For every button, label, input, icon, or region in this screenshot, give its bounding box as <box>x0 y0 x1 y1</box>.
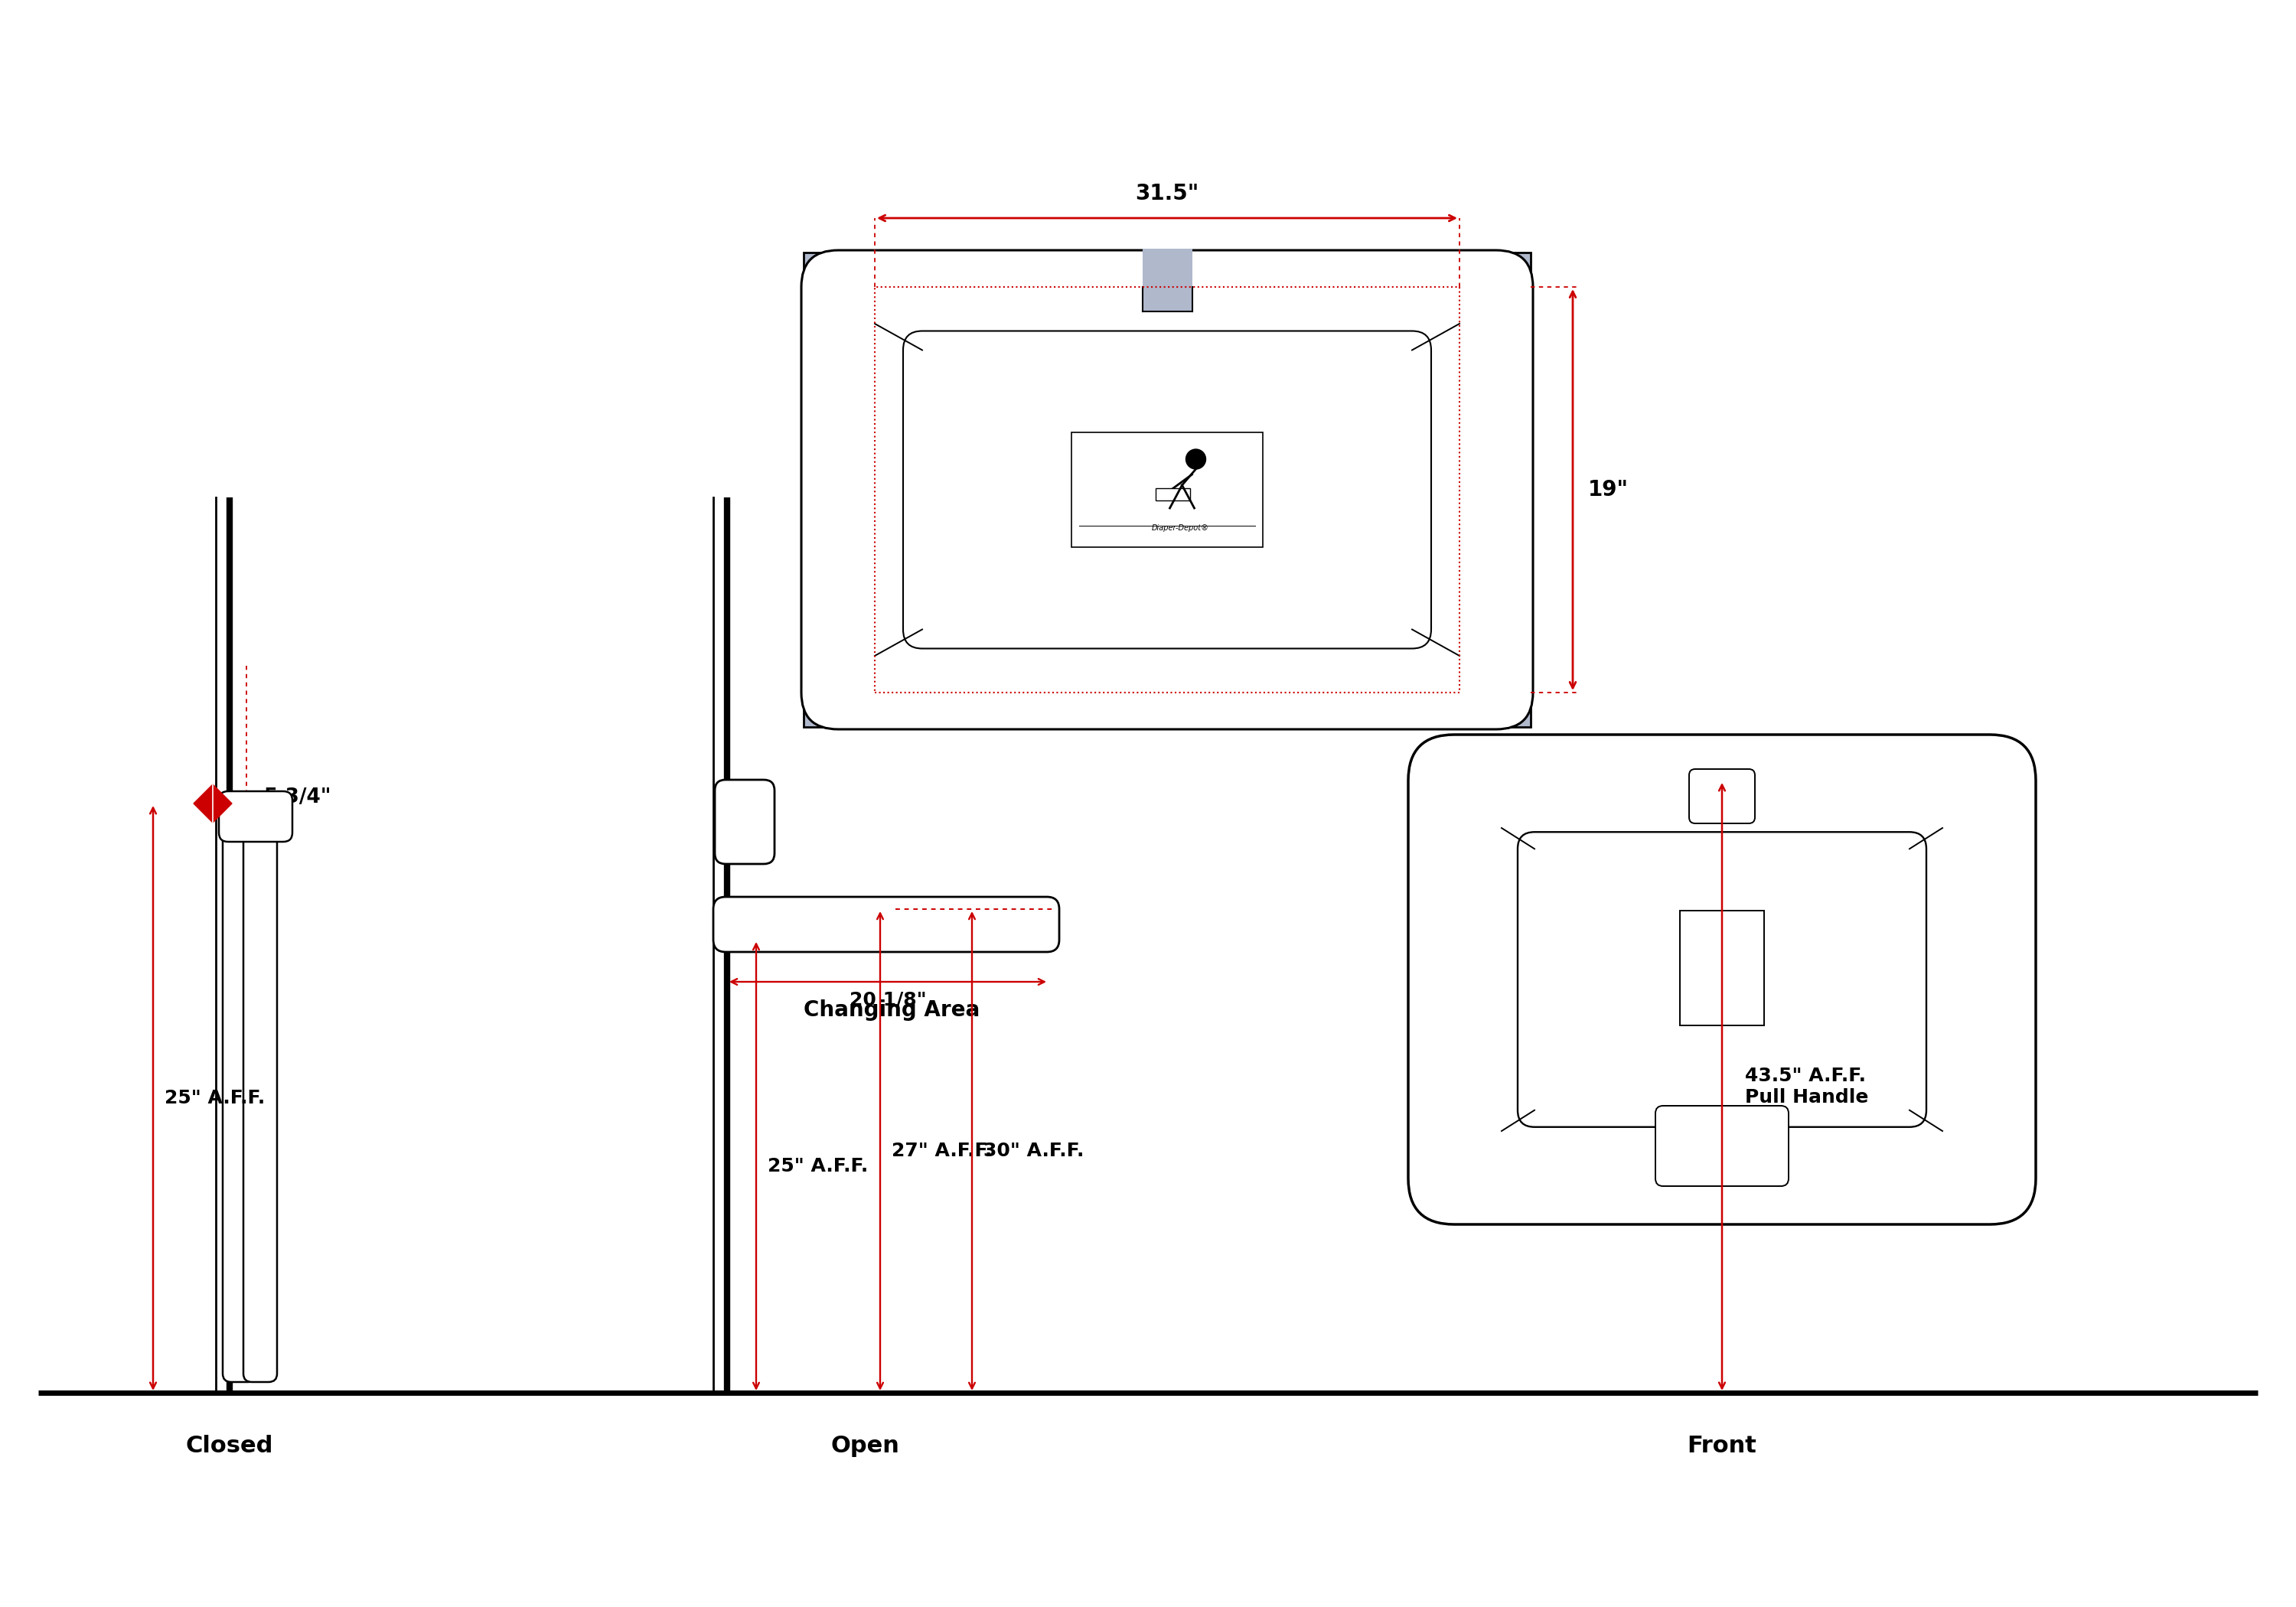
Bar <box>1072 432 1263 546</box>
Bar <box>875 288 1460 693</box>
Bar <box>1155 489 1189 500</box>
FancyBboxPatch shape <box>714 779 774 865</box>
FancyBboxPatch shape <box>1655 1106 1789 1186</box>
FancyBboxPatch shape <box>801 251 1534 730</box>
FancyBboxPatch shape <box>1690 770 1754 823</box>
FancyBboxPatch shape <box>218 791 292 842</box>
Bar <box>1681 911 1763 1025</box>
FancyBboxPatch shape <box>1407 734 2037 1225</box>
Polygon shape <box>193 784 232 823</box>
Circle shape <box>1185 450 1205 469</box>
Text: 31.5": 31.5" <box>1134 183 1199 204</box>
Text: 5 3/4": 5 3/4" <box>264 787 331 807</box>
Bar <box>1143 249 1192 312</box>
Text: Changing Area: Changing Area <box>804 1000 980 1020</box>
Text: 25" A.F.F.: 25" A.F.F. <box>165 1090 264 1107</box>
Text: Front: Front <box>1688 1435 1756 1458</box>
Text: 27" A.F.F.: 27" A.F.F. <box>891 1141 992 1160</box>
FancyBboxPatch shape <box>714 897 1058 951</box>
Text: Closed: Closed <box>186 1435 273 1458</box>
Text: 30" A.F.F.: 30" A.F.F. <box>983 1141 1084 1160</box>
Text: 19": 19" <box>1589 479 1628 500</box>
Bar <box>804 252 1531 726</box>
Text: Open: Open <box>831 1435 900 1458</box>
FancyBboxPatch shape <box>902 331 1430 649</box>
Text: Diaper-Depot®: Diaper-Depot® <box>1153 524 1210 532</box>
FancyBboxPatch shape <box>223 824 257 1382</box>
FancyBboxPatch shape <box>1518 832 1926 1127</box>
FancyBboxPatch shape <box>243 824 278 1382</box>
Text: 25" A.F.F.: 25" A.F.F. <box>767 1157 868 1175</box>
Text: 20 1/8": 20 1/8" <box>850 992 925 1009</box>
Text: 43.5" A.F.F.
Pull Handle: 43.5" A.F.F. Pull Handle <box>1745 1067 1869 1107</box>
